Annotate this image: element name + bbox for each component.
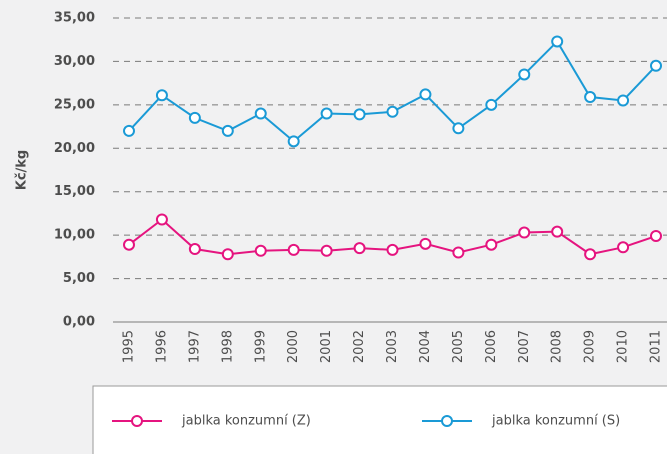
legend-box <box>92 385 667 454</box>
y-tick-label: 25,00 <box>54 97 95 112</box>
point <box>518 226 531 239</box>
point <box>221 124 234 137</box>
point <box>485 238 498 251</box>
x-tick-label: 1999 <box>253 330 268 363</box>
point <box>650 59 662 72</box>
x-tick-label: 2003 <box>385 330 400 363</box>
point <box>123 238 135 251</box>
point <box>188 243 201 256</box>
x-tick-label: 2010 <box>616 330 631 363</box>
y-tick-label: 5,00 <box>63 271 95 286</box>
legend-marker <box>441 415 453 427</box>
x-tick-label: 2009 <box>583 330 598 363</box>
point <box>617 241 630 254</box>
x-tick-label: 1995 <box>122 330 137 363</box>
x-tick-label: 2005 <box>451 330 466 363</box>
point <box>353 108 366 121</box>
x-tick-label: 2002 <box>352 330 367 363</box>
x-tick-label: 1996 <box>154 330 169 363</box>
legend-marker <box>131 415 143 427</box>
point <box>155 213 168 226</box>
point <box>419 237 432 250</box>
point <box>551 225 564 238</box>
point <box>485 98 498 111</box>
y-tick-label: 15,00 <box>54 184 95 199</box>
legend-label: jablka konzumní (S) <box>491 414 620 429</box>
x-tick-label: 2001 <box>319 330 334 363</box>
y-tick-label: 30,00 <box>54 54 95 69</box>
x-tick-label: 2011 <box>649 330 664 363</box>
point <box>518 68 531 81</box>
point <box>188 111 201 124</box>
y-tick-label: 10,00 <box>54 228 95 243</box>
point <box>386 243 399 256</box>
point <box>320 107 333 120</box>
y-tick-label: 20,00 <box>54 141 95 156</box>
point <box>452 122 465 135</box>
point <box>155 89 168 102</box>
point <box>584 248 597 261</box>
y-tick-label: 0,00 <box>63 315 95 330</box>
x-tick-label: 2008 <box>550 330 565 363</box>
point <box>353 242 366 255</box>
x-tick-label: 1997 <box>187 330 202 363</box>
y-axis-label: Kč/kg <box>15 150 30 190</box>
point <box>452 246 465 259</box>
x-tick-label: 2006 <box>484 330 499 363</box>
point <box>386 105 399 118</box>
x-tick-label: 2007 <box>517 330 532 363</box>
x-tick-label: 2000 <box>286 330 301 363</box>
series-line <box>128 39 657 143</box>
point <box>254 107 267 120</box>
point <box>320 244 333 257</box>
point <box>617 94 630 107</box>
point <box>650 230 662 243</box>
x-tick-label: 2004 <box>418 330 433 363</box>
point <box>551 35 564 48</box>
legend-label: jablka konzumní (Z) <box>181 414 311 429</box>
y-tick-label: 35,00 <box>54 11 95 26</box>
point <box>584 91 597 104</box>
point <box>287 135 300 148</box>
x-tick-label: 1998 <box>220 330 235 363</box>
point <box>123 124 135 137</box>
point <box>287 243 300 256</box>
point <box>419 88 432 101</box>
point <box>221 248 234 261</box>
point <box>254 244 267 257</box>
